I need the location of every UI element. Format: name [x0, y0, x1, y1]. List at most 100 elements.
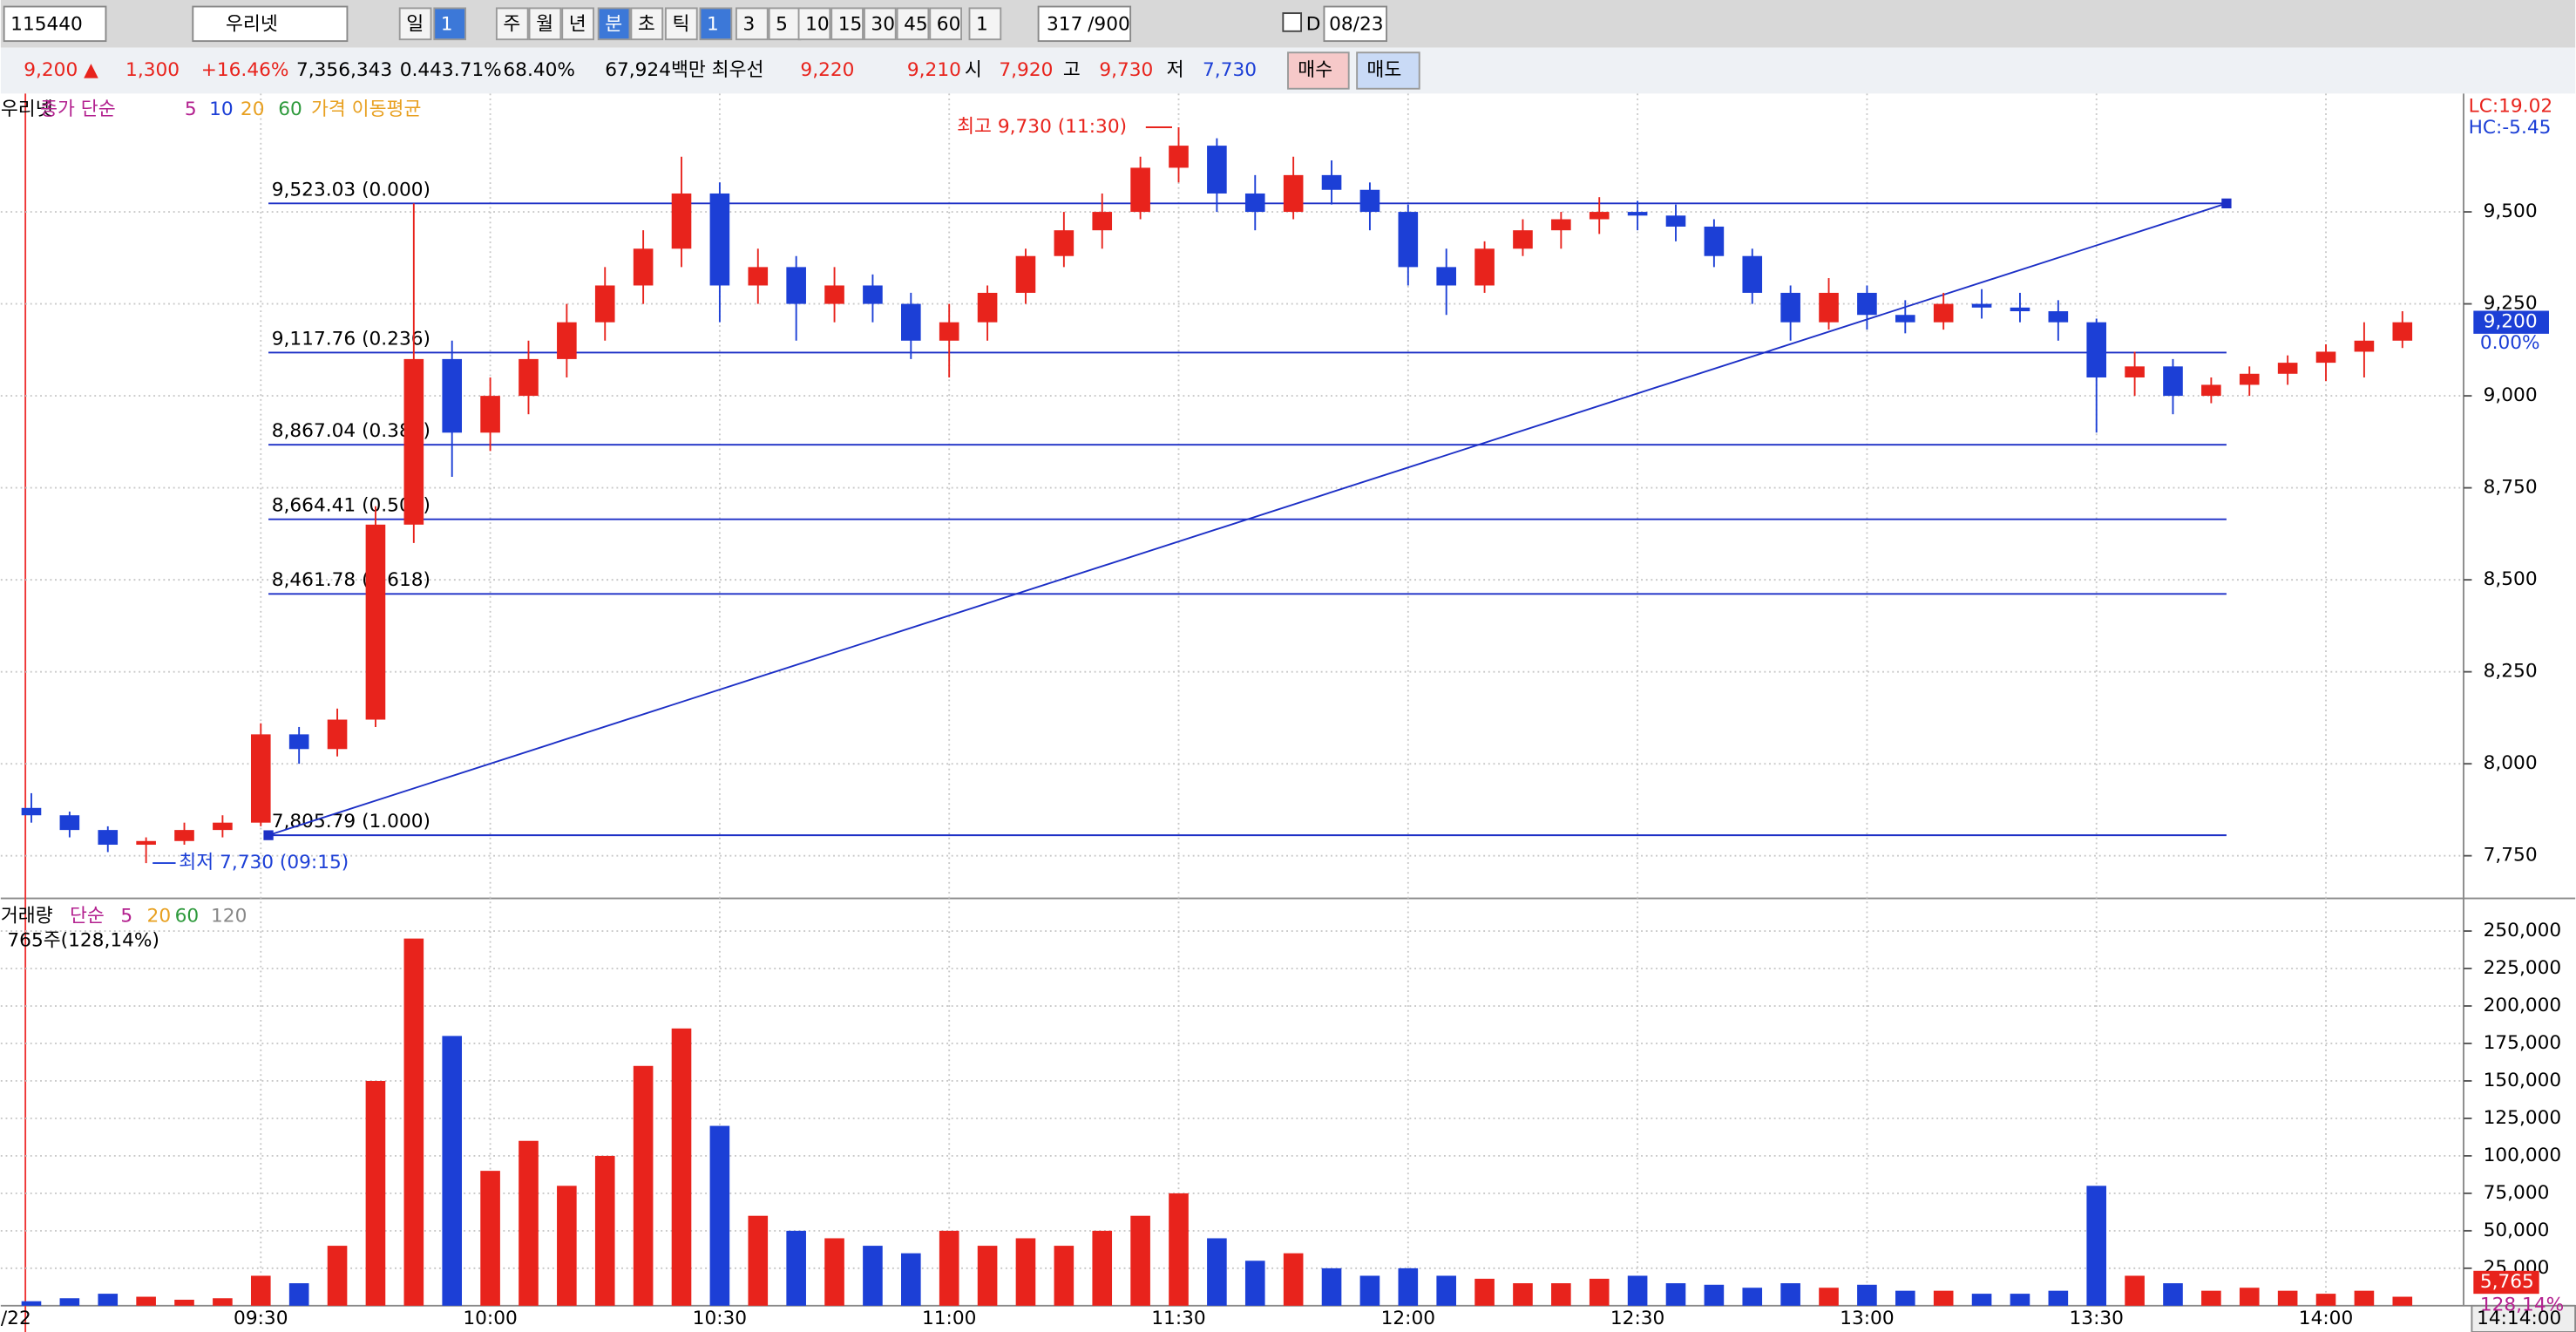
volume-legend: 20	[147, 905, 172, 927]
candle-body	[1283, 174, 1304, 213]
buy-label[interactable]: 매수	[1298, 59, 1332, 81]
candle-body	[1169, 146, 1189, 168]
period-label: 45	[904, 13, 928, 35]
trendline-handle[interactable]	[263, 830, 274, 840]
date: 08/23	[1329, 13, 1383, 35]
buy-button[interactable]	[1287, 51, 1350, 90]
x-tick-label: 14:00	[2299, 1308, 2353, 1329]
volume-bar	[1819, 1288, 1839, 1306]
candle-body	[939, 322, 959, 341]
legend-item: 20	[241, 99, 265, 120]
last-volume: 5,765	[2480, 1271, 2534, 1293]
fib-label: 8,461.78 (0.618)	[272, 569, 430, 591]
candle-body	[1895, 315, 1915, 323]
period-label: 60	[937, 13, 961, 35]
date-box[interactable]	[1323, 5, 1387, 43]
period-button[interactable]	[433, 7, 467, 41]
volume-bar	[557, 1186, 577, 1306]
info-item: 저	[1167, 59, 1184, 81]
period-button[interactable]	[768, 7, 802, 41]
y-tick-label: 225,000	[2484, 957, 2562, 979]
volume-bar	[633, 1065, 654, 1306]
volume-bar	[1474, 1278, 1495, 1306]
candle-body	[1207, 146, 1227, 194]
period-button[interactable]	[528, 7, 562, 41]
legend-item: 10	[209, 99, 234, 120]
legend-item: 5	[185, 99, 197, 120]
candle-body	[1933, 303, 1954, 323]
period-label: 1	[441, 13, 453, 35]
candle-body	[2086, 322, 2107, 377]
period-button[interactable]	[896, 7, 930, 41]
candle-body	[1359, 189, 1380, 213]
period-button[interactable]	[830, 7, 864, 41]
y-tick-label: 9,500	[2484, 200, 2538, 222]
x-tick-label: 10:00	[463, 1308, 517, 1329]
info-item: 9,200 ▲	[24, 59, 98, 81]
period-button[interactable]	[968, 7, 1002, 41]
volume-bar	[977, 1246, 998, 1306]
date-label: /22	[1, 1308, 31, 1329]
legend-item: 우리넷	[1, 99, 53, 120]
candle-body	[1551, 219, 1571, 231]
period-label: 5	[776, 13, 788, 35]
checkbox[interactable]	[1282, 12, 1303, 32]
period-button[interactable]	[863, 7, 897, 41]
name-box[interactable]	[192, 5, 349, 43]
code-box[interactable]	[3, 5, 107, 43]
chart-bg	[0, 93, 2576, 1332]
y-tick-label: 8,500	[2484, 568, 2538, 590]
candle-body	[480, 396, 500, 433]
period-button[interactable]	[630, 7, 664, 41]
y-tick-label: 75,000	[2484, 1182, 2550, 1204]
period-label: 주	[503, 13, 520, 35]
period-label: 10	[805, 13, 830, 35]
period-button[interactable]	[736, 7, 769, 41]
trendline-handle[interactable]	[2221, 198, 2232, 209]
period-button[interactable]	[597, 7, 631, 41]
candle-body	[1513, 230, 1533, 249]
candle-body	[1398, 212, 1419, 268]
count-box	[1037, 5, 1132, 43]
last-price-tag	[2473, 310, 2549, 334]
candle-body	[1819, 292, 1839, 323]
volume-bar	[1857, 1284, 1877, 1306]
sell-button[interactable]	[1356, 51, 1420, 90]
stock-name: 우리넷	[226, 13, 278, 35]
candle-body	[1665, 215, 1686, 227]
volume-bar	[1207, 1238, 1227, 1306]
period-button[interactable]	[929, 7, 963, 41]
candle-body	[174, 830, 194, 841]
volume-bar	[1359, 1275, 1380, 1306]
y-tick-label: 8,000	[2484, 752, 2538, 774]
y-tick-label: 175,000	[2484, 1032, 2562, 1054]
volume-bar	[1054, 1246, 1074, 1306]
candle-body	[136, 840, 156, 846]
info-item: 9,220	[800, 59, 854, 81]
period-button[interactable]	[699, 7, 733, 41]
volume-bar	[1130, 1215, 1150, 1306]
candle-body	[1092, 212, 1113, 231]
info-item: 7,356,343	[296, 59, 392, 81]
volume-bar	[2010, 1294, 2030, 1306]
volume-bar	[2086, 1186, 2107, 1306]
period-button[interactable]	[561, 7, 594, 41]
period-button[interactable]	[495, 7, 529, 41]
legend-item: 종가 단순	[40, 99, 116, 120]
sell-label[interactable]: 매도	[1366, 59, 1401, 81]
period-button[interactable]	[797, 7, 831, 41]
candle-body	[557, 322, 577, 359]
volume-bar	[594, 1155, 615, 1306]
candle-body	[786, 267, 806, 304]
period-button[interactable]	[664, 7, 698, 41]
volume-bar	[1971, 1294, 1992, 1306]
volume-bar	[939, 1230, 959, 1306]
volume-bar	[98, 1294, 119, 1306]
period-button[interactable]	[398, 7, 432, 41]
volume-bar	[1665, 1283, 1686, 1306]
candle-body	[1971, 303, 1992, 308]
volume-bar	[327, 1246, 348, 1306]
candle-body	[442, 358, 463, 433]
volume-bar	[1436, 1275, 1456, 1306]
